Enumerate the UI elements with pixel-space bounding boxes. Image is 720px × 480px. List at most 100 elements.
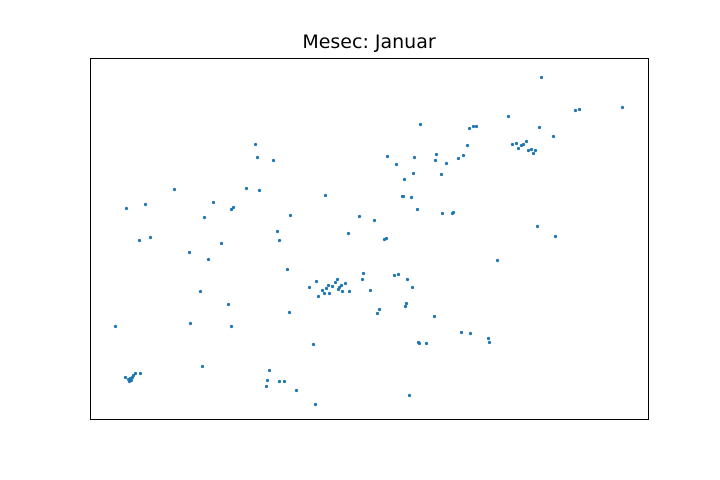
scatter-point xyxy=(277,238,282,243)
scatter-point xyxy=(343,281,348,286)
scatter-point xyxy=(148,235,153,240)
scatter-point xyxy=(456,156,461,161)
scatter-point xyxy=(255,155,260,160)
scatter-point xyxy=(412,155,417,160)
scatter-point xyxy=(384,236,389,241)
scatter-point xyxy=(340,289,345,294)
scatter-point xyxy=(533,148,538,153)
scatter-point xyxy=(137,238,142,243)
scatter-point xyxy=(226,302,231,307)
scatter-point xyxy=(323,193,328,198)
scatter-point xyxy=(320,288,325,293)
scatter-point xyxy=(172,187,177,192)
chart-title: Mesec: Januar xyxy=(302,31,436,53)
scatter-points xyxy=(113,75,625,407)
scatter-point xyxy=(339,283,344,288)
scatter-point xyxy=(539,75,544,80)
scatter-point xyxy=(327,291,332,296)
scatter-point xyxy=(521,142,526,147)
scatter-point xyxy=(330,284,335,289)
scatter-point xyxy=(404,301,409,306)
scatter-point xyxy=(275,229,280,234)
scatter-point xyxy=(432,314,437,319)
scatter-point xyxy=(433,158,438,163)
plot-area-frame xyxy=(90,58,649,420)
scatter-point xyxy=(324,286,329,291)
scatter-point xyxy=(372,218,377,223)
scatter-point xyxy=(468,331,473,336)
scatter-point xyxy=(467,126,472,131)
scatter-point xyxy=(392,273,397,278)
scatter-point xyxy=(471,124,476,129)
scatter-point xyxy=(307,285,312,290)
scatter-point xyxy=(326,283,331,288)
scatter-point xyxy=(403,304,408,309)
scatter-point xyxy=(288,213,293,218)
scatter-point xyxy=(573,108,578,113)
scatter-point xyxy=(411,171,416,176)
scatter-point xyxy=(244,186,249,191)
scatter-point xyxy=(514,141,519,146)
scatter-point xyxy=(486,336,491,341)
scatter-point xyxy=(188,321,193,326)
scatter-point xyxy=(405,277,410,282)
scatter-point xyxy=(316,294,321,299)
scatter-point xyxy=(113,324,118,329)
scatter-point xyxy=(294,388,299,393)
scatter-point xyxy=(410,285,415,290)
scatter-point xyxy=(202,215,207,220)
scatter-point xyxy=(206,257,211,262)
scatter-point xyxy=(143,202,148,207)
scatter-point xyxy=(253,142,258,147)
scatter-point xyxy=(285,267,290,272)
scatter-point xyxy=(418,122,423,127)
scatter-point xyxy=(620,105,625,110)
scatter-point xyxy=(257,188,262,193)
scatter-point xyxy=(368,288,373,293)
scatter-point xyxy=(265,378,270,383)
scatter-point xyxy=(385,154,390,159)
scatter-point xyxy=(461,153,466,158)
scatter-point xyxy=(531,151,536,156)
scatter-point xyxy=(346,231,351,236)
scatter-point xyxy=(138,371,143,376)
scatter-point xyxy=(133,371,138,376)
scatter-point xyxy=(282,379,287,384)
scatter-point xyxy=(495,258,500,263)
scatter-point xyxy=(231,205,236,210)
scatter-point xyxy=(211,200,216,205)
scatter-point xyxy=(526,148,531,153)
scatter-point xyxy=(131,373,136,378)
scatter-point xyxy=(277,379,282,384)
scatter-point xyxy=(401,194,406,199)
scatter-point xyxy=(439,172,444,177)
scatter-point xyxy=(337,285,342,290)
scatter-point xyxy=(267,368,272,373)
scatter-point xyxy=(402,177,407,182)
scatter-point xyxy=(357,214,362,219)
scatter-point xyxy=(271,158,276,163)
scatter-point xyxy=(487,340,492,345)
scatter-point xyxy=(229,207,234,212)
scatter-point xyxy=(417,341,422,346)
scatter-point xyxy=(516,146,521,151)
scatter-point xyxy=(407,393,412,398)
scatter-point xyxy=(335,277,340,282)
scatter-point xyxy=(409,195,414,200)
scatter-point xyxy=(322,291,327,296)
scatter-point xyxy=(361,271,366,276)
scatter-point xyxy=(229,324,234,329)
scatter-point xyxy=(524,139,529,144)
scatter-point xyxy=(187,250,192,255)
scatter-point xyxy=(394,162,399,167)
scatter-point xyxy=(451,210,456,215)
scatter-point xyxy=(129,378,134,383)
scatter-point xyxy=(311,342,316,347)
scatter-point xyxy=(314,279,319,284)
scatter-point xyxy=(264,384,269,389)
scatter-point xyxy=(415,207,420,212)
scatter-point xyxy=(200,364,205,369)
scatter-point xyxy=(465,143,470,148)
